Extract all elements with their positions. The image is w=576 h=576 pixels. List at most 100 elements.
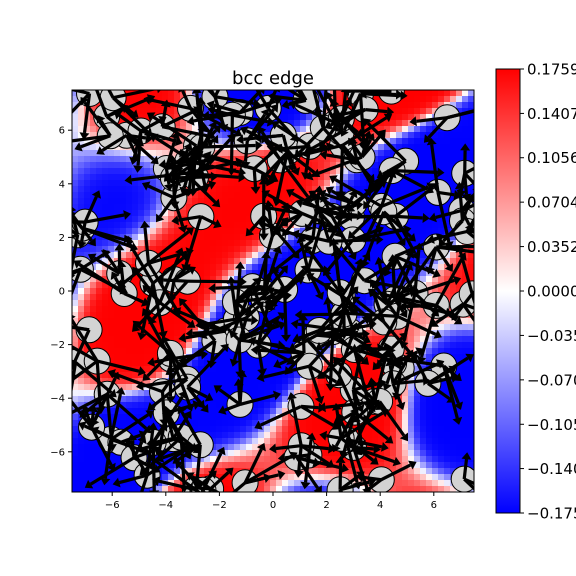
field-cell: [186, 468, 193, 475]
field-cell: [84, 144, 91, 151]
field-cell: [468, 102, 474, 109]
displacement-arrow: [72, 234, 80, 279]
field-cell: [462, 420, 469, 427]
field-cell: [234, 432, 241, 439]
field-cell: [108, 306, 115, 313]
field-cell: [222, 438, 229, 445]
field-cell: [426, 420, 433, 427]
field-cell: [108, 474, 115, 481]
field-cell: [102, 372, 109, 379]
field-cell: [162, 486, 169, 492]
field-cell: [246, 186, 253, 193]
field-cell: [258, 144, 265, 151]
field-cell: [132, 486, 139, 492]
field-cell: [330, 162, 337, 169]
field-cell: [414, 390, 421, 397]
field-cell: [420, 438, 427, 445]
field-cell: [144, 354, 151, 361]
field-cell: [114, 210, 121, 217]
field-cell: [342, 168, 349, 175]
field-cell: [366, 426, 373, 433]
field-cell: [126, 216, 133, 223]
field-cell: [468, 276, 474, 283]
field-cell: [132, 222, 139, 229]
field-cell: [282, 108, 289, 115]
field-cell: [84, 198, 91, 205]
field-cell: [72, 312, 79, 319]
field-cell: [174, 300, 181, 307]
field-cell: [144, 144, 151, 151]
field-cell: [270, 390, 277, 397]
field-cell: [438, 330, 445, 337]
field-cell: [84, 348, 91, 355]
field-cell: [138, 354, 145, 361]
field-cell: [138, 414, 145, 421]
field-cell: [198, 252, 205, 259]
field-cell: [72, 456, 79, 463]
field-cell: [414, 216, 421, 223]
field-cell: [468, 336, 474, 343]
field-cell: [102, 300, 109, 307]
field-cell: [90, 486, 97, 492]
field-cell: [444, 252, 451, 259]
field-cell: [384, 228, 391, 235]
field-cell: [372, 342, 379, 349]
field-cell: [294, 294, 301, 301]
field-cell: [282, 438, 289, 445]
field-cell: [150, 192, 157, 199]
field-cell: [444, 408, 451, 415]
displacement-arrow: [345, 438, 379, 465]
field-cell: [216, 234, 223, 241]
field-cell: [120, 420, 127, 427]
field-cell: [390, 234, 397, 241]
field-cell: [366, 462, 373, 469]
field-cell: [450, 282, 457, 289]
field-cell: [120, 186, 127, 193]
field-cell: [126, 150, 133, 157]
field-cell: [126, 336, 133, 343]
field-cell: [174, 396, 181, 403]
field-cell: [138, 306, 145, 313]
field-cell: [222, 360, 229, 367]
field-cell: [96, 486, 103, 492]
field-cell: [264, 150, 271, 157]
field-cell: [426, 174, 433, 181]
field-cell: [438, 486, 445, 492]
field-cell: [456, 90, 463, 97]
field-cell: [240, 456, 247, 463]
field-cell: [420, 444, 427, 451]
field-cell: [138, 246, 145, 253]
field-cell: [126, 354, 133, 361]
field-cell: [156, 198, 163, 205]
displacement-arrow: [255, 90, 270, 110]
field-cell: [246, 90, 253, 97]
field-cell: [270, 192, 277, 199]
field-cell: [420, 138, 427, 145]
field-cell: [108, 456, 115, 463]
field-cell: [126, 402, 133, 409]
field-cell: [138, 168, 145, 175]
field-cell: [330, 270, 337, 277]
field-cell: [192, 342, 199, 349]
field-cell: [84, 186, 91, 193]
field-cell: [402, 114, 409, 121]
field-cell: [462, 360, 469, 367]
field-cell: [420, 480, 427, 487]
field-cell: [222, 216, 229, 223]
field-cell: [240, 90, 247, 97]
field-cell: [276, 336, 283, 343]
field-cell: [390, 402, 397, 409]
field-cell: [126, 252, 133, 259]
field-cell: [288, 120, 295, 127]
field-cell: [72, 378, 79, 385]
field-cell: [360, 306, 367, 313]
field-cell: [138, 216, 145, 223]
field-cell: [258, 150, 265, 157]
field-cell: [270, 198, 277, 205]
field-cell: [324, 408, 331, 415]
field-cell: [228, 420, 235, 427]
field-cell: [72, 114, 79, 121]
field-cell: [456, 396, 463, 403]
field-cell: [144, 192, 151, 199]
displacement-arrow: [427, 353, 474, 385]
